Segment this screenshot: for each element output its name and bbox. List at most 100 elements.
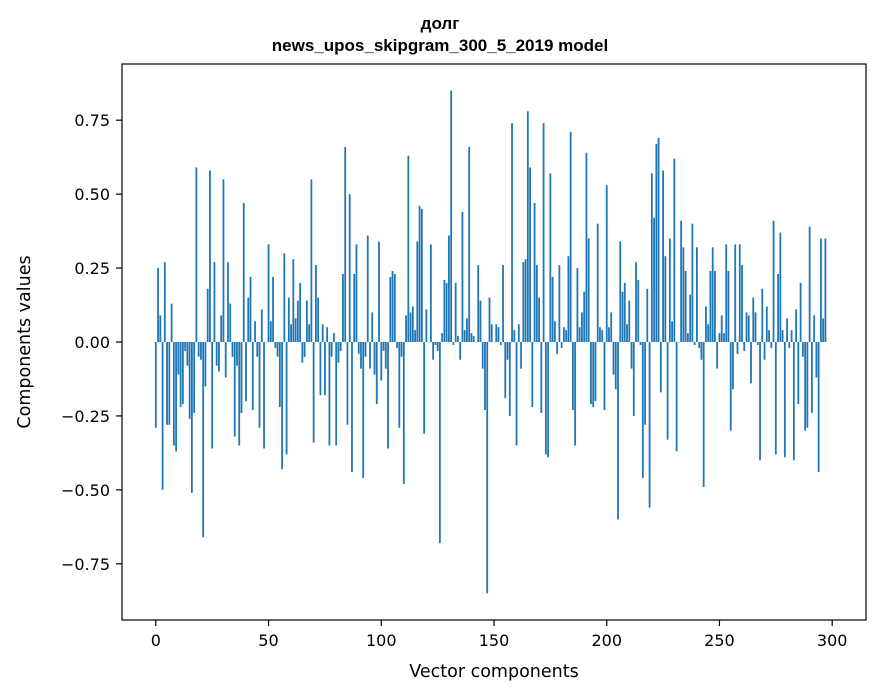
bar bbox=[617, 342, 619, 520]
bar bbox=[522, 262, 525, 342]
bar bbox=[495, 324, 498, 342]
bar bbox=[743, 342, 746, 351]
y-tick-label: −0.50 bbox=[61, 481, 110, 500]
bar bbox=[416, 241, 419, 342]
bar bbox=[596, 223, 599, 342]
bar bbox=[287, 297, 290, 342]
bar bbox=[423, 342, 426, 434]
bar bbox=[786, 318, 788, 342]
bar bbox=[195, 167, 198, 342]
bar bbox=[283, 253, 286, 342]
bar bbox=[612, 342, 615, 375]
bar bbox=[251, 342, 254, 411]
bar bbox=[470, 333, 473, 342]
bar bbox=[274, 342, 277, 348]
bar bbox=[682, 247, 685, 342]
bar bbox=[177, 342, 180, 375]
bar bbox=[763, 342, 766, 360]
bar bbox=[544, 342, 547, 455]
bar bbox=[583, 291, 586, 342]
bar bbox=[499, 342, 502, 345]
bar bbox=[215, 342, 218, 366]
bar bbox=[373, 342, 376, 375]
x-tick-label: 300 bbox=[817, 631, 848, 650]
bar bbox=[693, 342, 696, 345]
bar bbox=[585, 152, 588, 342]
bar bbox=[709, 271, 712, 342]
bar bbox=[378, 241, 380, 342]
y-axis: −0.75 −0.50 −0.25 0.00 0.25 0.50 0.75 bbox=[61, 111, 122, 574]
bar bbox=[531, 342, 534, 408]
bar bbox=[324, 342, 326, 396]
bar bbox=[738, 244, 741, 342]
bar bbox=[200, 342, 202, 360]
bar bbox=[479, 300, 482, 342]
bar bbox=[808, 226, 811, 342]
bar bbox=[168, 342, 171, 425]
bar bbox=[535, 265, 538, 342]
bar bbox=[517, 324, 520, 342]
bar bbox=[342, 273, 344, 342]
bar bbox=[542, 123, 545, 343]
bar bbox=[605, 185, 608, 342]
bar bbox=[319, 342, 322, 396]
bar bbox=[299, 282, 302, 342]
bar bbox=[623, 282, 626, 342]
bar bbox=[393, 273, 396, 342]
bar bbox=[666, 342, 669, 440]
bar bbox=[247, 297, 250, 342]
bar bbox=[608, 327, 610, 342]
bar bbox=[285, 342, 288, 455]
bar bbox=[411, 306, 414, 342]
bar bbox=[371, 312, 374, 342]
bar bbox=[436, 342, 439, 351]
bar bbox=[754, 312, 757, 342]
bar bbox=[628, 300, 631, 342]
bar bbox=[197, 342, 200, 357]
bar bbox=[799, 282, 802, 342]
bar bbox=[806, 342, 809, 428]
bar bbox=[576, 268, 579, 342]
bar bbox=[488, 297, 491, 342]
bar bbox=[551, 276, 554, 342]
bar bbox=[668, 238, 671, 342]
bar bbox=[425, 309, 428, 342]
bar bbox=[768, 330, 770, 342]
bar bbox=[820, 238, 822, 342]
bar bbox=[303, 342, 306, 357]
bar bbox=[211, 342, 214, 449]
bar bbox=[355, 244, 358, 342]
bar bbox=[459, 342, 462, 360]
bar bbox=[448, 235, 450, 342]
bar bbox=[750, 342, 752, 384]
bar bbox=[333, 333, 335, 342]
y-tick-label: 0.75 bbox=[74, 111, 110, 130]
bar bbox=[450, 90, 453, 343]
bar bbox=[231, 342, 234, 357]
bar bbox=[578, 327, 581, 342]
bar bbox=[445, 282, 448, 342]
bar bbox=[402, 342, 405, 484]
bar bbox=[572, 342, 574, 411]
bar bbox=[779, 232, 782, 342]
bar bbox=[154, 342, 157, 428]
bar bbox=[321, 324, 324, 342]
bar bbox=[648, 342, 651, 508]
bar bbox=[276, 342, 279, 357]
bar bbox=[204, 342, 207, 387]
bar bbox=[366, 235, 369, 342]
bar bbox=[202, 342, 205, 538]
bar bbox=[263, 342, 265, 449]
bar bbox=[765, 306, 768, 342]
bar bbox=[562, 327, 565, 342]
bar bbox=[407, 155, 410, 342]
bar bbox=[673, 158, 676, 342]
bar bbox=[732, 342, 734, 390]
bar bbox=[314, 265, 317, 342]
bar bbox=[181, 342, 184, 405]
bar bbox=[822, 318, 825, 342]
bar bbox=[159, 315, 162, 342]
bar bbox=[206, 288, 209, 342]
bar bbox=[741, 265, 743, 342]
bar bbox=[249, 276, 252, 342]
